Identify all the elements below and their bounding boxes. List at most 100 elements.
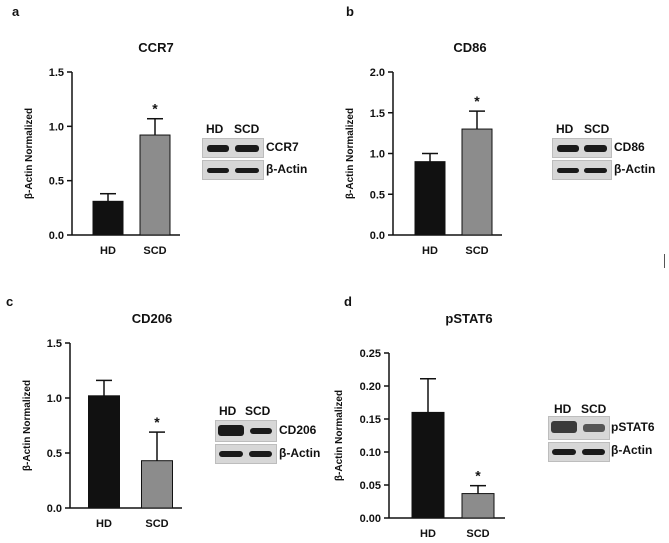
y-axis-label: β-Actin Normalized (22, 380, 33, 471)
y-tick-label: 1.0 (370, 149, 385, 161)
western-blot: HD SCD CD206 β-Actin (215, 402, 335, 472)
blot-band (235, 145, 259, 152)
blot-band-row (548, 416, 610, 440)
x-tick-label: SCD (145, 518, 168, 530)
bar-chart: 0.0 0.5 1.0 1.5 2.0 β-Actin Normalized HD * SCD (345, 67, 502, 257)
blot-band (552, 449, 576, 455)
blot-row-label: pSTAT6 (611, 420, 655, 434)
bar-scd (461, 128, 493, 236)
blot-row-label: β-Actin (279, 446, 321, 460)
y-tick-label: 0.5 (49, 176, 64, 188)
y-axis-label: β-Actin Normalized (334, 390, 345, 481)
blot-band-row (548, 442, 610, 462)
y-tick-label: 0.5 (47, 448, 62, 460)
bar-scd (461, 493, 495, 519)
blot-row-label: CD206 (279, 423, 317, 437)
blot-band (557, 145, 579, 152)
blot-band (582, 449, 605, 455)
chart-title: pSTAT6 (445, 311, 493, 326)
x-tick-label: SCD (466, 528, 489, 540)
blot-band (207, 145, 229, 152)
y-tick-label: 0.00 (360, 513, 381, 525)
blot-band (584, 168, 607, 173)
y-tick-label: 2.0 (370, 67, 385, 79)
western-blot: HD SCD CD86 β-Actin (550, 118, 665, 188)
bar-hd (92, 200, 124, 236)
panel-letter: b (346, 4, 354, 19)
x-tick-label: SCD (143, 245, 166, 257)
blot-row-label: β-Actin (266, 162, 308, 176)
significance-marker: * (474, 93, 480, 109)
blot-band (557, 168, 579, 173)
y-axis-label: β-Actin Normalized (345, 108, 356, 199)
panel-letter: d (344, 294, 352, 309)
significance-marker: * (154, 414, 160, 430)
bar-hd (88, 395, 120, 509)
x-tick-label: SCD (465, 245, 488, 257)
blot-band-row (215, 444, 277, 464)
western-blot: HD SCD CCR7 β-Actin (200, 118, 320, 188)
y-tick-label: 0.0 (49, 230, 64, 242)
bar-chart: 0.0 0.5 1.0 1.5 β-Actin Normalized HD * SCD (24, 67, 180, 257)
y-tick-label: 0.15 (360, 414, 381, 426)
bar-scd (139, 134, 171, 236)
y-axis-label: β-Actin Normalized (24, 108, 35, 199)
blot-band (218, 425, 244, 436)
blot-band (250, 428, 272, 434)
y-tick-label: 1.5 (370, 108, 385, 120)
divider (664, 254, 665, 268)
blot-band (249, 451, 272, 457)
x-tick-label: HD (420, 528, 436, 540)
blot-lane-label-hd: HD (219, 404, 237, 418)
blot-band (235, 168, 259, 173)
x-tick-label: HD (422, 245, 438, 257)
blot-band (583, 424, 605, 432)
bar-hd (411, 411, 445, 519)
y-tick-label: 1.0 (47, 393, 62, 405)
panel-letter: c (6, 294, 14, 309)
significance-marker: * (152, 101, 158, 117)
chart-title: CD86 (453, 40, 487, 55)
blot-band (207, 168, 229, 173)
chart-title: CCR7 (138, 40, 174, 55)
y-tick-label: 0.25 (360, 348, 381, 360)
y-tick-label: 0.05 (360, 480, 381, 492)
blot-row-label: β-Actin (614, 162, 656, 176)
blot-band (219, 451, 243, 457)
bar-scd (141, 460, 173, 509)
y-tick-label: 0.0 (370, 230, 385, 242)
significance-marker: * (475, 468, 481, 484)
blot-band-row (202, 160, 264, 180)
y-tick-label: 0.10 (360, 447, 381, 459)
blot-lane-label-scd: SCD (581, 402, 607, 416)
blot-band-row (202, 138, 264, 158)
x-tick-label: HD (96, 518, 112, 530)
blot-lane-label-hd: HD (554, 402, 572, 416)
blot-row-label: CCR7 (266, 140, 299, 154)
blot-row-label: β-Actin (611, 443, 653, 457)
blot-lane-label-hd: HD (556, 122, 574, 136)
y-tick-label: 0.5 (370, 189, 385, 201)
blot-lane-label-scd: SCD (245, 404, 271, 418)
y-tick-label: 0.0 (47, 503, 62, 515)
y-tick-label: 1.0 (49, 121, 64, 133)
western-blot: HD SCD pSTAT6 β-Actin (548, 400, 666, 470)
blot-band-row (215, 420, 277, 442)
blot-band-row (552, 138, 612, 158)
blot-row-label: CD86 (614, 140, 645, 154)
y-tick-label: 1.5 (47, 338, 62, 350)
blot-band (551, 421, 577, 433)
blot-lane-label-scd: SCD (234, 122, 260, 136)
y-tick-label: 0.20 (360, 381, 381, 393)
blot-lane-label-hd: HD (206, 122, 224, 136)
blot-band-row (552, 160, 612, 180)
x-tick-label: HD (100, 245, 116, 257)
chart-title: CD206 (131, 311, 173, 326)
bar-hd (414, 161, 446, 236)
blot-band (584, 145, 607, 152)
y-tick-label: 1.5 (49, 67, 64, 79)
blot-lane-label-scd: SCD (584, 122, 610, 136)
panel-letter: a (12, 4, 20, 19)
